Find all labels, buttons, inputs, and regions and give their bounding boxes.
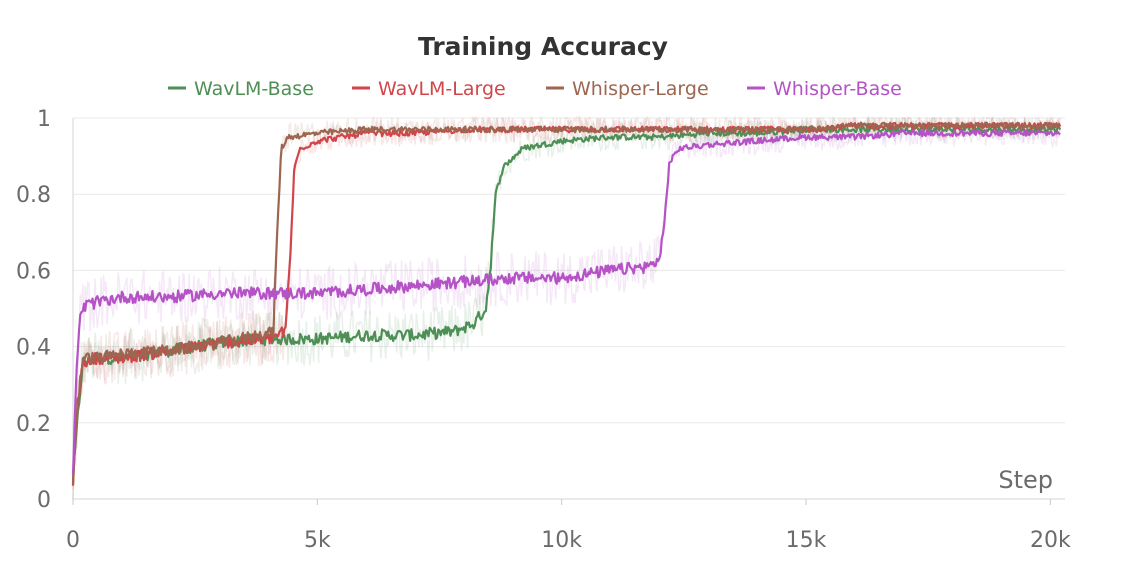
legend: WavLM-Base WavLM-Large Whisper-Large Whispe… xyxy=(168,78,902,100)
legend-label: Whisper-Large xyxy=(572,78,709,100)
legend-label: Whisper-Base xyxy=(773,78,902,100)
y-tick-label: 0.6 xyxy=(16,259,51,284)
series-line xyxy=(71,121,1062,486)
x-tick-label: 0 xyxy=(66,528,80,553)
series-line xyxy=(71,129,1061,475)
y-tick-label: 0.2 xyxy=(16,412,51,437)
x-tick-label: 10k xyxy=(541,528,582,553)
y-tick-label: 0 xyxy=(37,488,51,513)
x-tick-label: 20k xyxy=(1030,528,1071,553)
x-tick-label: 5k xyxy=(304,528,331,553)
legend-item: Whisper-Base xyxy=(747,78,902,100)
y-tick-label: 1 xyxy=(37,107,51,132)
y-tick-label: 0.4 xyxy=(16,336,51,361)
series-line xyxy=(71,125,1062,483)
legend-label: WavLM-Base xyxy=(194,78,314,100)
series-raw-trace xyxy=(72,117,1061,477)
legend-label: WavLM-Large xyxy=(378,78,506,100)
series-layer xyxy=(71,115,1062,500)
y-tick-label: 0.8 xyxy=(16,183,51,208)
axes: 0 0.2 0.4 0.6 0.8 1 0 5k 10k 15k 20k xyxy=(16,107,1071,553)
series-raw-trace xyxy=(72,115,1061,500)
x-axis-label: Step xyxy=(998,466,1053,494)
legend-item: WavLM-Large xyxy=(352,78,506,100)
series-line xyxy=(71,121,1061,485)
x-tick-label: 15k xyxy=(786,528,827,553)
legend-item: Whisper-Large xyxy=(546,78,709,100)
chart-title: Training Accuracy xyxy=(418,32,668,61)
legend-item: WavLM-Base xyxy=(168,78,314,100)
